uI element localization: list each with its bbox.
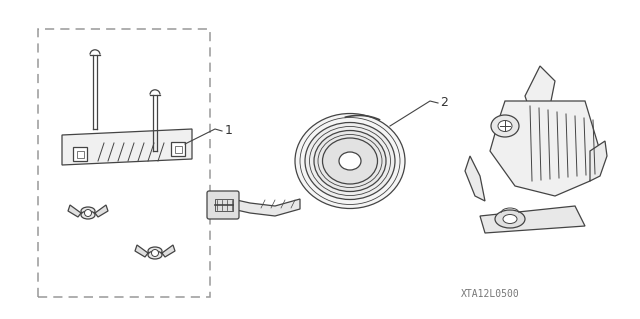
Ellipse shape (148, 251, 162, 259)
FancyBboxPatch shape (207, 191, 239, 219)
Polygon shape (525, 66, 555, 111)
Polygon shape (480, 206, 585, 233)
Ellipse shape (498, 121, 512, 131)
Bar (215, 199, 233, 211)
Bar (175, 145, 182, 152)
Polygon shape (590, 141, 607, 181)
Bar (171, 142, 185, 156)
Ellipse shape (323, 138, 378, 184)
Polygon shape (162, 245, 175, 257)
Ellipse shape (81, 207, 95, 215)
Polygon shape (62, 129, 192, 165)
Polygon shape (465, 156, 485, 201)
Circle shape (84, 210, 92, 217)
Polygon shape (490, 101, 600, 196)
Text: 2: 2 (440, 97, 448, 109)
Ellipse shape (314, 130, 386, 191)
Ellipse shape (491, 115, 519, 137)
Text: XTA12L0500: XTA12L0500 (461, 289, 520, 299)
Polygon shape (232, 199, 300, 216)
Ellipse shape (339, 152, 361, 170)
Circle shape (152, 249, 159, 256)
Ellipse shape (81, 211, 95, 219)
Bar (38, 29, 210, 297)
Polygon shape (95, 205, 108, 217)
Ellipse shape (495, 210, 525, 228)
Ellipse shape (148, 247, 162, 255)
Ellipse shape (295, 114, 405, 209)
Ellipse shape (503, 214, 517, 224)
Polygon shape (135, 245, 148, 257)
Polygon shape (68, 205, 81, 217)
Bar (77, 151, 83, 158)
Ellipse shape (305, 122, 395, 199)
Bar (73, 147, 87, 161)
Text: 1: 1 (225, 124, 233, 137)
